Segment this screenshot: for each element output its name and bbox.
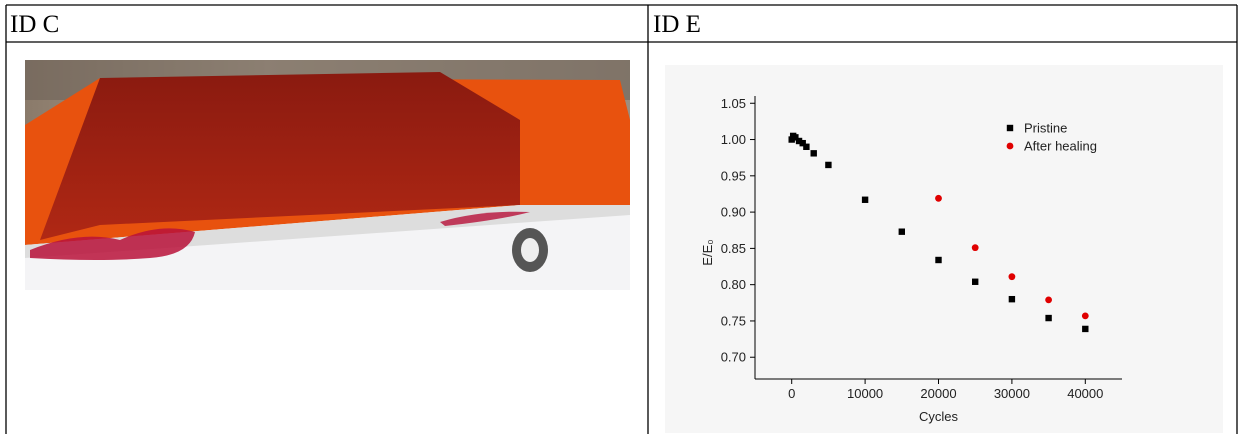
data-point [971, 244, 979, 252]
data-point [810, 150, 817, 157]
y-tick-label: 0.85 [721, 241, 746, 256]
x-tick-label: 30000 [994, 386, 1030, 401]
data-point [972, 278, 979, 285]
x-tick-label: 0 [788, 386, 795, 401]
data-point [799, 139, 806, 147]
header-cell: ID E [653, 11, 701, 38]
legend-label: After healing [1024, 139, 1097, 154]
x-axis-label: Cycles [919, 409, 959, 424]
x-tick-label: 10000 [847, 386, 883, 401]
data-point [1008, 273, 1016, 281]
data-point [1045, 296, 1052, 304]
photo [25, 60, 630, 290]
data-point [803, 143, 810, 150]
y-tick-label: 0.70 [721, 350, 746, 365]
y-axis-label: E/E₀ [700, 239, 715, 265]
data-point [792, 134, 799, 141]
data-point [861, 196, 869, 203]
data-point [1082, 325, 1089, 333]
header-cell: ID C [10, 11, 59, 38]
legend-marker [1006, 124, 1014, 132]
y-tick-label: 1.05 [721, 96, 746, 111]
x-tick-label: 20000 [920, 386, 956, 401]
x-tick-label: 40000 [1067, 386, 1103, 401]
data-point [898, 228, 905, 235]
data-point [935, 256, 942, 264]
data-point [788, 136, 795, 143]
y-tick-label: 0.95 [721, 168, 746, 183]
data-point [795, 137, 803, 145]
data-point [1045, 314, 1052, 322]
legend-marker [1006, 142, 1014, 150]
y-tick-label: 1.00 [721, 132, 746, 147]
chart-background [665, 65, 1223, 433]
data-point [935, 194, 942, 202]
data-point [825, 161, 832, 169]
legend-label: Pristine [1024, 121, 1067, 136]
y-tick-label: 0.90 [721, 205, 746, 220]
data-point [1008, 295, 1016, 303]
data-point [1081, 312, 1089, 320]
y-tick-label: 0.80 [721, 277, 746, 292]
y-tick-label: 0.75 [721, 313, 746, 328]
